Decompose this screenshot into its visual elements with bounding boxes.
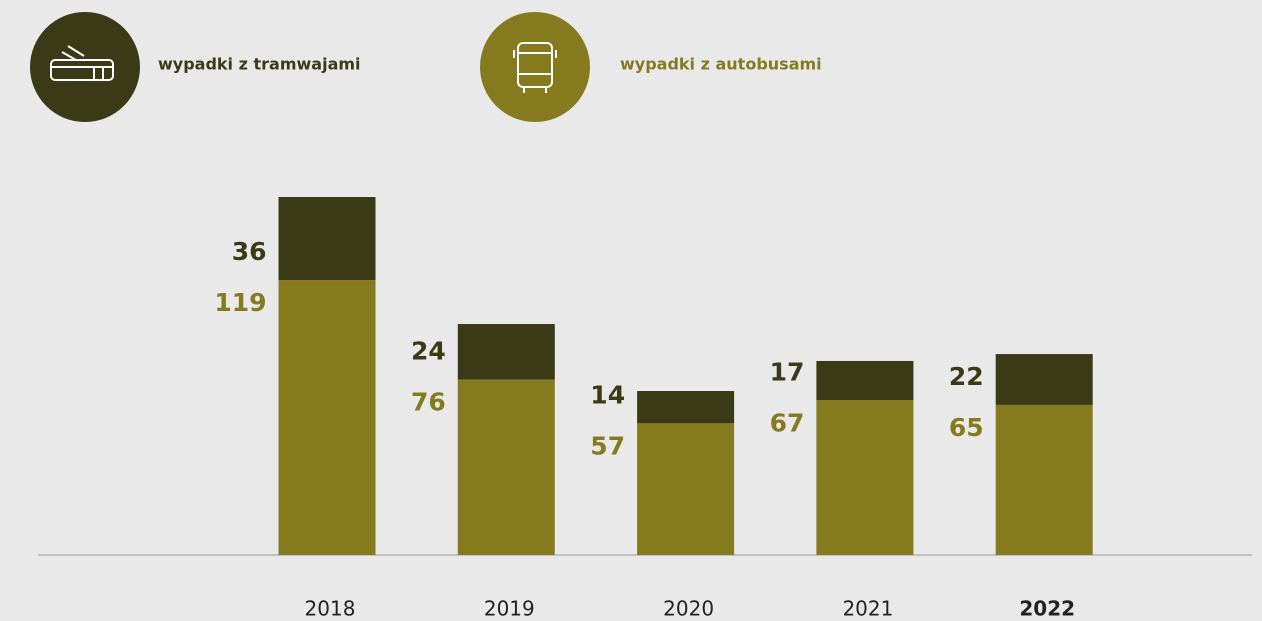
legend-swatch [480,12,590,122]
bar-segment [278,197,376,281]
legend: wypadki z tramwajami wypadki z autobusam… [30,12,822,122]
tram-icon [50,45,114,81]
bar-segment [816,360,914,401]
x-tick-label: 2020 [663,597,714,621]
x-tick-label: 2021 [842,597,893,621]
legend-label: wypadki z tramwajami [158,55,361,74]
bar-segment [457,379,555,555]
bar-segment [457,324,555,380]
data-label: 57 [590,431,625,460]
legend-label: wypadki z autobusami [620,55,822,74]
data-label: 65 [949,413,984,442]
bar-segment [995,354,1093,405]
x-tick-label: 2018 [305,597,356,621]
bar-segment [995,404,1093,555]
data-label: 24 [411,336,446,365]
data-label: 67 [770,408,805,437]
data-label: 36 [232,237,267,266]
x-tick-label: 2019 [484,597,535,621]
bar-segment [816,400,914,555]
bus-icon [513,42,557,93]
data-label: 17 [770,357,805,386]
bar-segment [278,280,376,555]
data-label: 22 [949,362,984,391]
bar-segment [637,391,735,424]
bar-segment [637,423,735,555]
data-label: 14 [590,380,625,409]
x-tick-label: 2022 [1019,597,1075,621]
data-label: 119 [214,288,266,317]
data-label: 76 [411,387,446,416]
